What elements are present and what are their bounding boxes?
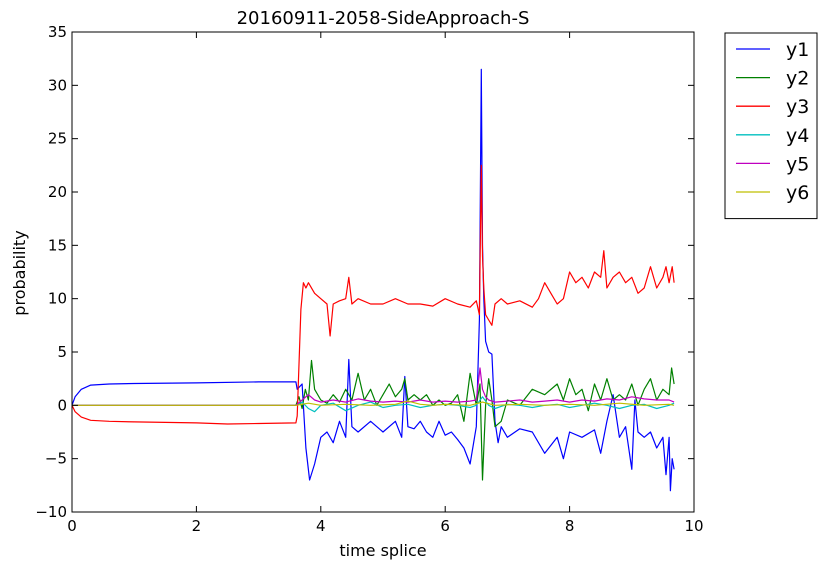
- legend-label-y2: y2: [786, 68, 809, 90]
- y-axis: −10 −5 0 5 10 15 20 25 30 35: [35, 23, 694, 521]
- series-line-y3: [72, 164, 675, 425]
- legend-label-y1: y1: [786, 39, 809, 61]
- plot-area: [72, 68, 675, 492]
- y-tick-label: 0: [57, 396, 67, 414]
- x-tick-label: 6: [440, 517, 450, 535]
- y-axis-title: probability: [10, 230, 29, 315]
- y-tick-label: 20: [48, 183, 67, 201]
- chart-title: 20160911-2058-SideApproach-S: [237, 8, 530, 29]
- legend-label-y3: y3: [786, 96, 809, 118]
- x-tick-label: 0: [67, 517, 77, 535]
- plot-frame: [71, 31, 695, 513]
- x-axis-title: time splice: [339, 541, 426, 560]
- y-tick-label: 30: [48, 76, 67, 94]
- x-tick-label: 8: [565, 517, 575, 535]
- x-tick-label: 2: [192, 517, 202, 535]
- series-line-y2: [72, 359, 675, 481]
- series-line-y1: [72, 68, 675, 492]
- legend-label-y5: y5: [786, 153, 809, 175]
- y-tick-label: 15: [48, 236, 67, 254]
- x-tick-label: 4: [316, 517, 326, 535]
- y-tick-label: 35: [48, 23, 67, 41]
- series-line-y5: [72, 367, 675, 406]
- y-tick-label: 5: [57, 343, 67, 361]
- legend-label-y4: y4: [786, 125, 809, 147]
- x-axis: 0 2 4 6 8 10: [67, 32, 704, 535]
- x-tick-label: 10: [684, 517, 703, 535]
- series-line-y4: [72, 396, 675, 413]
- legend-box: [724, 32, 818, 220]
- y-tick-label: −5: [45, 450, 67, 468]
- series-line-y6: [72, 400, 675, 406]
- y-tick-label: 25: [48, 130, 67, 148]
- y-tick-label: −10: [35, 503, 67, 521]
- y-tick-label: 10: [48, 290, 67, 308]
- legend: y1 y2 y3 y4 y5 y6: [724, 32, 818, 220]
- legend-label-y6: y6: [786, 182, 809, 204]
